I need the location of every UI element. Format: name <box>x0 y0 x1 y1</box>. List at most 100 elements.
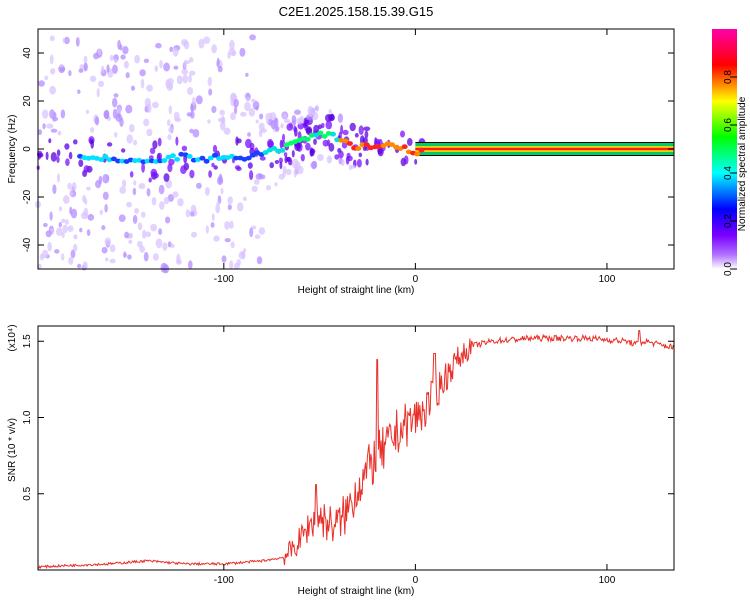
spectrogram-cell <box>207 119 211 124</box>
spectrogram-cell <box>280 123 284 129</box>
spectrogram-cell <box>112 108 118 119</box>
colorbar-tick-label: 0.8 <box>723 70 734 84</box>
spectrogram-y-tick-label: 40 <box>22 47 33 59</box>
figure-title: C2E1.2025.158.15.39.G15 <box>279 4 434 19</box>
spectrogram-cell <box>215 204 221 214</box>
spectrogram-cell <box>137 222 143 231</box>
spectrogram-cell <box>44 75 49 81</box>
snr-y-tick-label: 0.5 <box>22 486 33 500</box>
spectrogram-cell <box>64 219 69 225</box>
spectrogram-cell <box>159 59 163 69</box>
spectrogram-cell <box>175 136 179 146</box>
ridge-cell <box>317 130 324 136</box>
ridge-cell <box>355 146 362 152</box>
spectrogram-cell <box>256 256 263 265</box>
spectrogram-cell <box>134 54 141 64</box>
spectrogram-cell <box>77 263 82 269</box>
spectrogram-cell <box>348 164 352 171</box>
spectrogram-cell <box>96 88 100 98</box>
spectrogram-cell <box>132 187 137 196</box>
spectrogram-cell <box>195 95 203 105</box>
spectrogram-cell <box>147 103 152 114</box>
snr-background <box>38 326 674 570</box>
spectrogram-y-tick-label: 0 <box>22 146 33 152</box>
spectrogram-cell <box>60 109 66 119</box>
spectrogram-cell <box>198 38 205 49</box>
spectrogram-cell <box>165 216 171 224</box>
spectrogram-cell <box>211 44 218 54</box>
spectrogram-cell <box>211 213 215 222</box>
spectrogram-cell <box>294 161 301 171</box>
ridge-cell <box>212 152 218 158</box>
spectrogram-cell <box>70 208 78 219</box>
snr-x-tick-label: 0 <box>413 575 419 586</box>
spectrogram-cell <box>118 214 126 222</box>
spectrogram-y-tick-label: 20 <box>22 95 33 107</box>
spectrogram-cell <box>274 117 279 128</box>
spectrogram-cell <box>248 108 256 117</box>
spectrogram-cell <box>265 185 272 191</box>
spectrogram-cell <box>358 152 363 158</box>
spectrogram-cell <box>227 196 233 205</box>
ridge-cell <box>186 154 193 159</box>
spectrogram-cell <box>365 158 369 166</box>
spectrogram-cell <box>152 140 158 150</box>
spectrogram-cell <box>249 227 254 238</box>
colorbar: 0.0 0.2 0.4 0.6 0.8 Normalized spectral ampl… <box>712 29 748 276</box>
spectrogram-cell <box>239 47 246 57</box>
spectrogram-cell <box>146 188 151 197</box>
spectrogram-cell <box>282 165 287 174</box>
spectrogram-cell <box>98 80 104 88</box>
spectrogram-cell <box>117 107 122 114</box>
spectrogram-cell <box>101 65 105 74</box>
spectrogram-cell <box>95 180 102 189</box>
spectrogram-cell <box>123 60 129 69</box>
spectrogram-cell <box>245 96 251 102</box>
spectrogram-cell <box>37 152 44 158</box>
spectrogram-cell <box>217 65 223 73</box>
spectrogram-cell <box>43 222 48 228</box>
spectrogram-cell <box>61 231 65 239</box>
spectrogram-cell <box>104 203 108 213</box>
spectrogram-cell <box>354 133 359 138</box>
spectrogram-cell <box>54 249 60 254</box>
spectrogram-cell <box>102 191 109 200</box>
spectrogram-cell <box>49 85 56 95</box>
spectrogram-cell <box>87 213 95 221</box>
spectrogram-cell <box>73 234 78 240</box>
ridge-cell <box>401 144 408 150</box>
spectrogram-cell <box>342 129 349 136</box>
spectrogram-cell <box>364 130 369 139</box>
spectrogram-cell <box>59 67 66 72</box>
spectrogram-cell <box>38 129 42 136</box>
spectrogram-cell <box>228 47 236 56</box>
spectrogram-cell <box>245 138 252 149</box>
spectrogram-cell <box>101 246 108 254</box>
spectrogram-cell <box>284 155 288 164</box>
colorbar-label: Normalized spectral amplitude <box>737 96 748 231</box>
spectrogram-cell <box>224 221 230 230</box>
spectrogram-cell <box>148 177 152 183</box>
spectrogram-cell <box>216 57 220 68</box>
spectrogram-cell <box>259 113 264 120</box>
spectrogram-cell <box>171 243 175 249</box>
spectrogram-cell <box>122 179 127 188</box>
spectrogram-cell <box>258 129 263 138</box>
ridge-cell <box>346 141 353 146</box>
spectrogram-cell <box>112 64 118 74</box>
spectrogram-cell <box>120 54 126 60</box>
spectrogram-cell <box>189 169 195 179</box>
spectrogram-cell <box>52 184 57 195</box>
spectrogram-cell <box>42 123 46 130</box>
spectrogram-cell <box>242 196 247 201</box>
spectrogram-cell <box>168 126 174 133</box>
spectrogram-cell <box>153 172 159 179</box>
ridge-cell <box>233 155 240 161</box>
spectrogram-cell <box>205 225 209 234</box>
spectrogram-cell <box>154 65 159 72</box>
ridge-cell <box>144 158 151 164</box>
colorbar-gradient <box>712 29 737 269</box>
spectrogram-cell <box>61 253 65 261</box>
spectrogram-cell <box>38 80 45 87</box>
spectrogram-cell <box>253 179 260 185</box>
